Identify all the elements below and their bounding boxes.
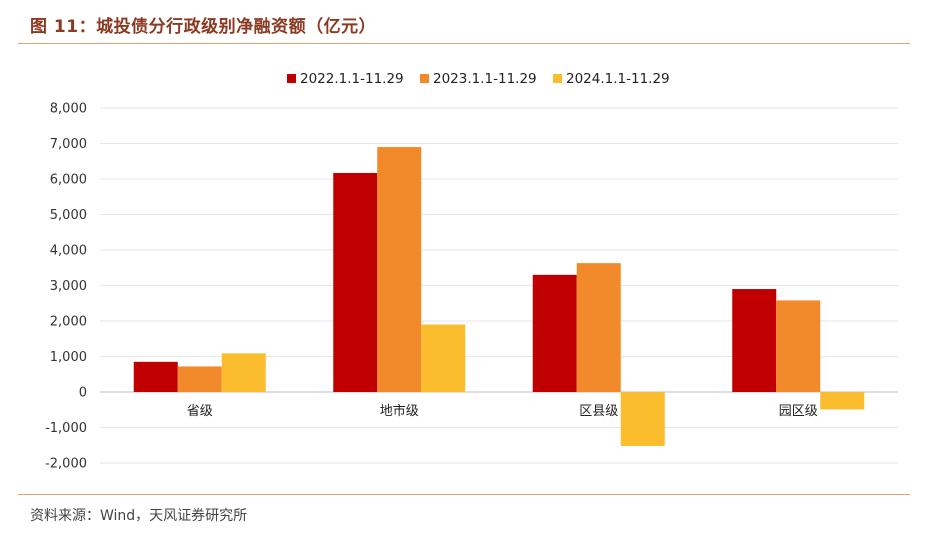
legend-swatch (553, 74, 562, 83)
bar-1-省级 (133, 361, 178, 392)
y-tick-label: 5,000 (50, 208, 87, 223)
y-tick-label: 1,000 (50, 350, 87, 365)
source-note: 资料来源：Wind，天风证券研究所 (30, 508, 248, 524)
footer-divider (18, 494, 910, 495)
page-title: 图 11：城投债分行政级别净融资额（亿元） (30, 17, 377, 37)
y-tick-label: 2,000 (50, 315, 87, 330)
legend-swatch (287, 74, 296, 83)
bar-chart: 2022.1.1-11.29 2023.1.1-11.29 2024.1.1-11.… (45, 71, 898, 472)
y-tick-label: 6,000 (50, 173, 87, 188)
bar-2-省级 (177, 366, 222, 392)
x-category-label: 地市级 (380, 403, 419, 419)
bar-3-地市级 (421, 324, 466, 392)
legend-label: 2022.1.1-11.29 (300, 71, 404, 87)
y-tick-label: 7,000 (50, 137, 87, 152)
x-category-label: 省级 (187, 404, 213, 419)
y-tick-label: -2,000 (45, 457, 87, 472)
x-category-label: 园区级 (779, 404, 818, 419)
y-tick-label: 0 (79, 386, 87, 401)
legend-label: 2024.1.1-11.29 (566, 71, 670, 87)
bar-1-区县级 (532, 274, 577, 392)
bar-3-区县级 (620, 392, 665, 446)
chart-legend: 2022.1.1-11.29 2023.1.1-11.29 2024.1.1-11.… (287, 71, 670, 87)
chart-bars (133, 147, 865, 446)
x-axis: 省级 地市级 区县级 园区级 (187, 403, 818, 419)
y-tick-label: 4,000 (50, 244, 87, 259)
y-tick-label: -1,000 (45, 421, 87, 436)
bar-1-园区级 (732, 289, 777, 392)
bar-2-地市级 (377, 147, 422, 392)
x-category-label: 区县级 (579, 404, 618, 419)
bar-3-园区级 (820, 392, 865, 410)
bar-2-区县级 (576, 263, 621, 392)
y-axis: -2,000 -1,000 0 1,000 2,000 3,000 4,000 5,000 6,… (45, 102, 87, 472)
bar-2-园区级 (776, 300, 821, 392)
y-tick-label: 8,000 (50, 102, 87, 117)
bar-1-地市级 (333, 172, 378, 392)
y-tick-label: 3,000 (50, 279, 87, 294)
header-divider (18, 43, 910, 44)
bar-3-省级 (221, 353, 266, 392)
legend-swatch (420, 74, 429, 83)
legend-label: 2023.1.1-11.29 (433, 71, 537, 87)
